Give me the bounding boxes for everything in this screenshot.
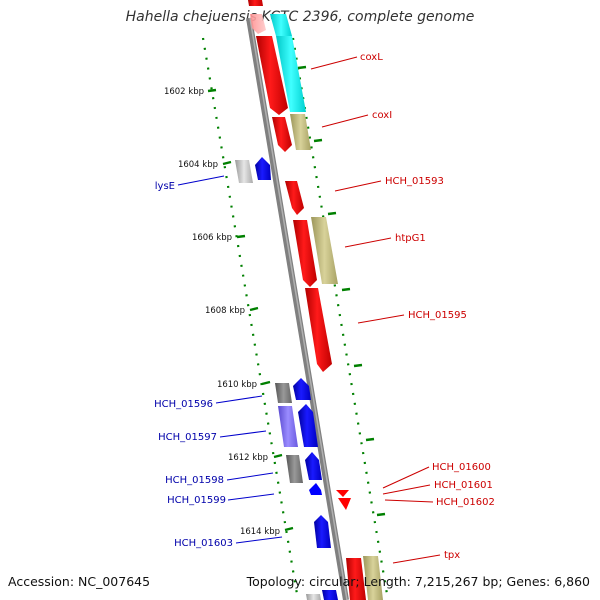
tick-label: 1610 kbp [217, 380, 257, 390]
gene-feature [248, 0, 263, 6]
map-title: Hahella chejuensis KCTC 2396, complete g… [125, 9, 475, 25]
tick-mark [249, 306, 259, 312]
tick-label: 1614 kbp [240, 527, 280, 537]
gene-feature [255, 157, 271, 180]
connector-line [392, 554, 441, 564]
gene-label-coxI[interactable]: coxI [372, 110, 392, 121]
genome-backbone-highlight [249, 17, 348, 600]
gene-feature [285, 181, 304, 215]
genome-summary-text: Topology: circular; Length: 7,215,267 bp… [246, 574, 590, 589]
gene-label-tpx[interactable]: tpx [444, 550, 460, 561]
gene-feature [305, 452, 322, 480]
gene-label-HCH_01596[interactable]: HCH_01596 [154, 399, 213, 410]
tick-mark [207, 88, 217, 93]
gene-label-HCH_01599[interactable]: HCH_01599 [167, 495, 226, 506]
connector-line [382, 466, 430, 489]
tick-mark [273, 453, 283, 459]
gene-feature [306, 594, 321, 600]
gene-label-htpG1[interactable]: htpG1 [395, 233, 426, 244]
connector-line [382, 484, 431, 495]
gene-features-right [248, 0, 383, 600]
connector-line [321, 114, 369, 128]
gene-feature [338, 498, 351, 510]
gene-label-HCH_01603[interactable]: HCH_01603 [174, 538, 233, 549]
gene-feature [293, 220, 317, 287]
tick-label: 1604 kbp [178, 160, 218, 170]
tick-mark [313, 138, 323, 143]
gene-feature [256, 36, 288, 115]
gene-feature [322, 590, 338, 600]
connector-line [334, 180, 382, 192]
connector-line [227, 493, 275, 501]
gene-label-HCH_01602[interactable]: HCH_01602 [436, 497, 495, 508]
gene-feature [278, 406, 298, 447]
tick-mark [261, 380, 271, 386]
connector-line [215, 395, 263, 404]
label-connectors-right [310, 56, 441, 564]
gene-feature [314, 515, 331, 548]
gene-feature [290, 114, 311, 150]
tick-label: 1612 kbp [228, 453, 268, 463]
connector-line [219, 430, 267, 438]
gene-features-left [235, 157, 338, 600]
gene-label-lysE[interactable]: lysE [155, 181, 175, 192]
connector-line [235, 536, 283, 544]
gene-feature [275, 383, 292, 403]
tick-mark [353, 363, 363, 368]
tick-mark [341, 287, 351, 292]
tick-mark [297, 65, 307, 70]
gene-feature [309, 483, 322, 495]
gene-feature [293, 378, 311, 400]
genome-backbone [246, 17, 349, 600]
gene-feature [276, 36, 306, 112]
gene-feature [272, 117, 292, 152]
tick-label: 1606 kbp [192, 233, 232, 243]
gene-feature [286, 455, 303, 483]
accession-text: Accession: NC_007645 [8, 574, 151, 589]
tick-label: 1602 kbp [164, 87, 204, 97]
label-connectors-left [177, 175, 283, 544]
tick-mark [236, 234, 246, 239]
connector-line [177, 175, 225, 186]
connector-line [226, 472, 274, 481]
connector-line [344, 237, 392, 248]
tick-mark [376, 512, 386, 517]
gene-feature [298, 404, 318, 447]
gene-feature [336, 490, 349, 497]
gene-label-HCH_01601[interactable]: HCH_01601 [434, 480, 493, 491]
tick-mark [327, 211, 337, 216]
gene-feature [250, 14, 266, 34]
tick-mark [222, 160, 232, 166]
tick-label: 1608 kbp [205, 306, 245, 316]
gene-label-coxL[interactable]: coxL [360, 52, 383, 63]
gene-label-HCH_01597[interactable]: HCH_01597 [158, 432, 217, 443]
gene-feature [363, 556, 383, 600]
gene-feature [270, 14, 292, 36]
gene-label-HCH_01593[interactable]: HCH_01593 [385, 176, 444, 187]
connector-line [357, 314, 405, 324]
gene-feature [235, 160, 253, 183]
tick-marks [207, 65, 386, 532]
gene-feature [346, 558, 366, 600]
gene-label-HCH_01600[interactable]: HCH_01600 [432, 462, 491, 473]
tick-mark [365, 437, 375, 442]
connector-line [310, 56, 358, 70]
connector-line [384, 499, 434, 503]
gene-feature [305, 288, 332, 372]
gene-label-HCH_01598[interactable]: HCH_01598 [165, 475, 224, 486]
gene-feature [311, 217, 338, 284]
gene-label-HCH_01595[interactable]: HCH_01595 [408, 310, 467, 321]
tick-mark [284, 526, 294, 532]
